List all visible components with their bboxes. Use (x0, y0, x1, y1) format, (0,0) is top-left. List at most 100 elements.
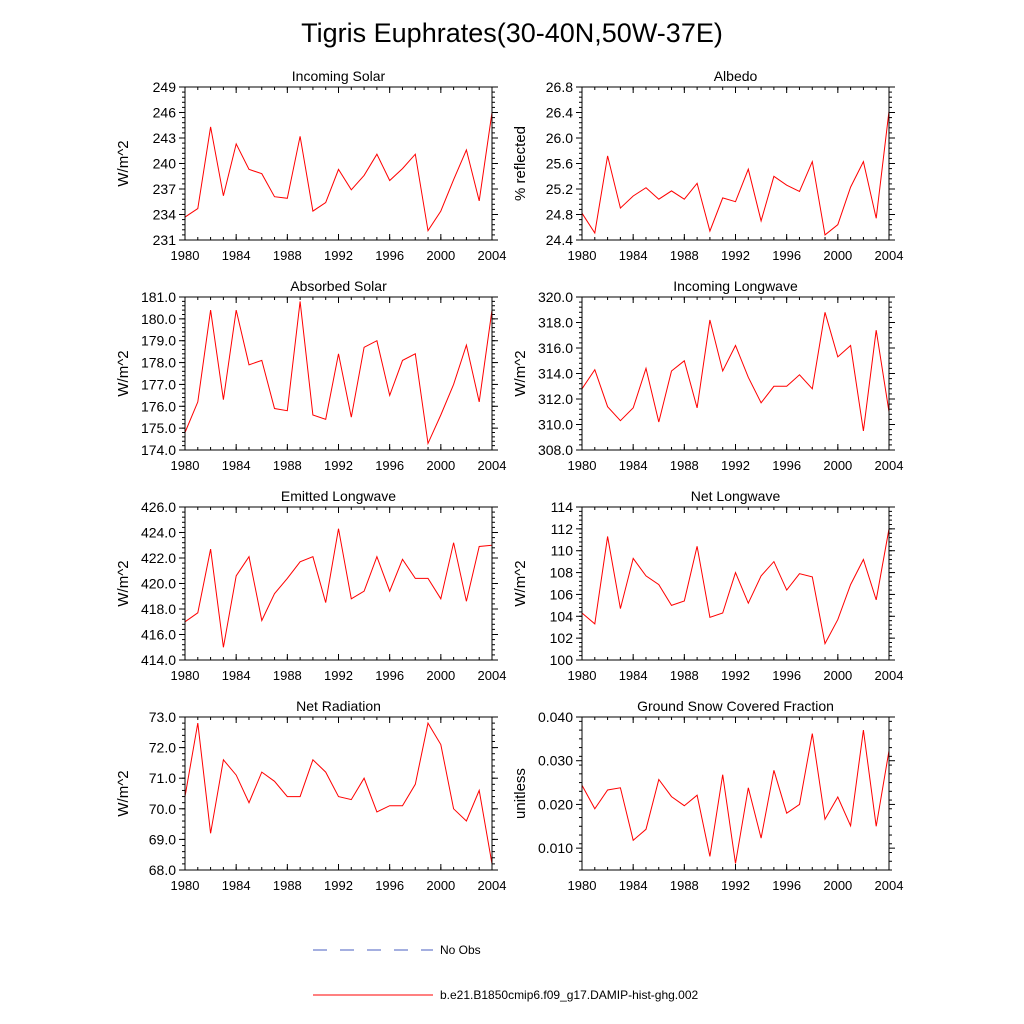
x-tick-label: 1980 (568, 458, 597, 473)
y-tick-label: 68.0 (149, 862, 176, 878)
plot-frame (581, 506, 890, 661)
y-tick-label: 24.4 (546, 232, 573, 248)
series-line (581, 730, 890, 864)
y-tick-label: 69.0 (149, 831, 176, 847)
x-tick-label: 1988 (273, 458, 302, 473)
y-tick-label: 26.4 (546, 105, 573, 121)
y-tick-label: 249 (153, 79, 177, 95)
y-tick-label: 314.0 (538, 366, 573, 382)
x-tick-label: 1988 (273, 668, 302, 683)
x-tick-label: 1988 (670, 668, 699, 683)
y-axis-label: W/m^2 (512, 560, 529, 606)
x-tick-label: 1988 (273, 248, 302, 263)
y-tick-label: 240 (153, 156, 177, 172)
y-tick-label: 237 (153, 181, 177, 197)
y-tick-label: 0.040 (538, 709, 573, 725)
plot-frame (184, 506, 493, 661)
figure-title: Tigris Euphrates(30-40N,50W-37E) (301, 18, 723, 48)
y-tick-label: 231 (153, 232, 177, 248)
x-tick-label: 1996 (375, 878, 404, 893)
plot-frame (581, 86, 890, 241)
x-tick-label: 1988 (670, 878, 699, 893)
y-tick-label: 320.0 (538, 289, 573, 305)
panel-5: Net Longwave W/m^2 1980 1984 1988 1992 1996 200… (512, 488, 903, 683)
y-axis-label: W/m^2 (115, 350, 132, 396)
x-tick-label: 1980 (568, 878, 597, 893)
series-line (581, 312, 890, 431)
y-tick-label: 106 (550, 586, 574, 602)
y-tick-label: 175.0 (141, 420, 176, 436)
x-tick-label: 2000 (426, 878, 455, 893)
x-tick-label: 1996 (375, 248, 404, 263)
y-tick-label: 310.0 (538, 417, 573, 433)
x-tick-label: 2004 (478, 458, 507, 473)
y-axis-label: W/m^2 (115, 770, 132, 816)
x-tick-label: 2000 (426, 668, 455, 683)
panel-title: Incoming Solar (292, 68, 386, 84)
x-tick-label: 2004 (478, 668, 507, 683)
panel-title: Albedo (714, 68, 758, 84)
y-tick-label: 414.0 (141, 652, 176, 668)
y-tick-label: 177.0 (141, 376, 176, 392)
y-tick-label: 104 (550, 608, 574, 624)
panel-title: Ground Snow Covered Fraction (637, 698, 834, 714)
x-tick-label: 1992 (324, 878, 353, 893)
x-tick-label: 1984 (619, 248, 648, 263)
y-tick-label: 112 (551, 521, 574, 537)
x-tick-label: 2000 (823, 878, 852, 893)
x-tick-label: 2000 (426, 248, 455, 263)
y-tick-label: 26.0 (546, 130, 573, 146)
x-tick-label: 1984 (222, 458, 251, 473)
x-tick-label: 1980 (171, 458, 200, 473)
x-tick-label: 1996 (375, 668, 404, 683)
y-tick-label: 179.0 (141, 333, 176, 349)
x-tick-label: 1984 (619, 668, 648, 683)
y-tick-label: 114 (551, 499, 574, 515)
panel-title: Net Radiation (296, 698, 381, 714)
y-tick-label: 418.0 (141, 601, 176, 617)
panel-2: Absorbed Solar W/m^2 1980 1984 1988 1992 1996 2… (115, 278, 506, 473)
x-tick-label: 1984 (222, 668, 251, 683)
x-tick-label: 1996 (772, 248, 801, 263)
x-tick-label: 2004 (875, 668, 904, 683)
x-tick-label: 1996 (772, 878, 801, 893)
plot-frame (184, 716, 493, 871)
x-tick-label: 1984 (222, 248, 251, 263)
x-tick-label: 1984 (619, 458, 648, 473)
x-tick-label: 1984 (222, 878, 251, 893)
y-tick-label: 176.0 (141, 398, 176, 414)
y-tick-label: 426.0 (141, 499, 176, 515)
x-tick-label: 1992 (324, 668, 353, 683)
x-tick-label: 1988 (273, 878, 302, 893)
y-tick-label: 312.0 (538, 391, 573, 407)
x-tick-label: 2004 (875, 248, 904, 263)
plot-frame (184, 86, 493, 241)
panel-4: Emitted Longwave W/m^2 1980 1984 1988 1992 199… (115, 488, 506, 683)
y-tick-label: 100 (550, 652, 574, 668)
x-tick-label: 1980 (568, 668, 597, 683)
x-tick-label: 1980 (568, 248, 597, 263)
series-line (184, 301, 493, 446)
series-line (184, 112, 493, 233)
panel-title: Absorbed Solar (290, 278, 387, 294)
y-axis-label: unitless (512, 768, 529, 819)
y-tick-label: 110 (551, 543, 574, 559)
panels: Incoming Solar W/m^2 1980 1984 1988 1992 1996 2… (115, 68, 903, 893)
panel-1: Albedo % reflected 1980 1984 1988 1992 1996 200… (512, 68, 903, 263)
y-tick-label: 102 (550, 630, 574, 646)
y-tick-label: 243 (153, 130, 177, 146)
y-tick-label: 416.0 (141, 627, 176, 643)
series-line (581, 528, 890, 646)
y-tick-label: 308.0 (538, 442, 573, 458)
y-axis-label: % reflected (512, 126, 529, 201)
panel-title: Net Longwave (691, 488, 781, 504)
y-tick-label: 316.0 (538, 340, 573, 356)
series-line (581, 111, 890, 236)
y-tick-label: 0.010 (538, 840, 573, 856)
y-tick-label: 108 (550, 565, 574, 581)
y-tick-label: 25.6 (546, 156, 573, 172)
x-tick-label: 2000 (823, 668, 852, 683)
x-tick-label: 1992 (721, 878, 750, 893)
x-tick-label: 2004 (478, 248, 507, 263)
y-tick-label: 178.0 (141, 355, 176, 371)
